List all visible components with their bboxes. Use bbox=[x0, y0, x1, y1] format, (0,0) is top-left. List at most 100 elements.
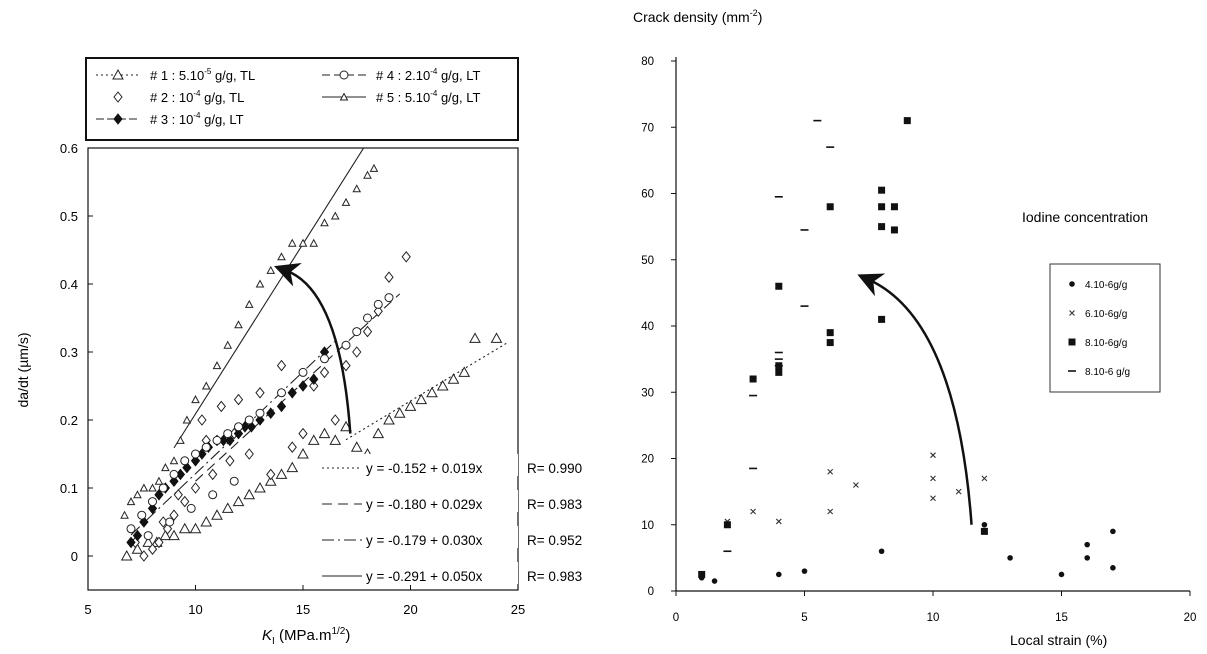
right-annotation: Iodine concentration bbox=[1022, 209, 1148, 225]
left-x-axis-label-symbol: K bbox=[262, 627, 273, 644]
left-series-2-point bbox=[147, 543, 158, 556]
right-curved-arrow bbox=[857, 273, 973, 525]
left-series-4-point bbox=[341, 340, 351, 350]
right-y-tick-label: 30 bbox=[641, 387, 654, 399]
right-y-tick-label: 80 bbox=[641, 56, 654, 68]
left-y-axis-label: da/dt (µm/s) bbox=[15, 333, 31, 408]
fit-legend-bg bbox=[318, 562, 518, 584]
legend-hash: # bbox=[150, 112, 161, 127]
left-y-tick-label: 0.3 bbox=[60, 345, 78, 360]
left-series-4-point bbox=[255, 408, 265, 418]
right-series-3-point bbox=[890, 203, 898, 211]
left-series-1-point bbox=[131, 543, 144, 554]
legend-label: # 5 : 5.10-4 g/g, LT bbox=[376, 89, 481, 105]
left-series-3-point bbox=[169, 475, 179, 488]
legend-label: # 4 : 2.10-4 g/g, LT bbox=[376, 67, 481, 83]
right-x-tick-label: 15 bbox=[1055, 612, 1068, 624]
right-legend-item-3: 8.10-6g/g bbox=[1068, 338, 1127, 349]
fit-line-2 bbox=[195, 293, 401, 482]
left-series-5-point bbox=[148, 483, 157, 492]
right-series-1 bbox=[698, 521, 1116, 584]
left-series-4-point bbox=[169, 469, 179, 479]
left-series-3-point bbox=[298, 380, 308, 392]
left-x-tick-label: 15 bbox=[296, 602, 310, 617]
left-series-1-point bbox=[490, 332, 503, 343]
left-series-1-point bbox=[329, 434, 342, 445]
left-series-1-point bbox=[189, 522, 202, 534]
left-series-1-point bbox=[350, 441, 363, 452]
right-plot-area bbox=[698, 117, 1116, 584]
left-series-3-point bbox=[266, 407, 276, 420]
left-series-4-point bbox=[223, 429, 233, 439]
left-series-4-point bbox=[208, 490, 218, 500]
left-series-1-point bbox=[200, 515, 213, 527]
left-series-2-point bbox=[266, 468, 276, 481]
right-series-3-point bbox=[878, 186, 886, 194]
right-series-2-point bbox=[930, 475, 936, 482]
left-series-1-point bbox=[383, 413, 395, 425]
right-series-2-point bbox=[930, 495, 936, 502]
left-series-3-point bbox=[255, 414, 265, 426]
left-series-1-point bbox=[458, 366, 471, 377]
right-axes: 0 10 20 30 40 50 60 70 80 0 5 10 15 20 bbox=[641, 56, 1196, 624]
fit-r-value: R= 0.983 bbox=[527, 497, 582, 512]
right-y-tick-label: 20 bbox=[641, 454, 654, 466]
right-title-text: Crack density (mm bbox=[633, 9, 750, 25]
fit-equation: y = -0.152 + 0.019x bbox=[366, 461, 483, 476]
left-series-3 bbox=[126, 346, 330, 549]
left-series-5-point bbox=[191, 395, 200, 404]
right-y-tick-label: 60 bbox=[641, 189, 654, 201]
legend-label: # 3 : 10-4 g/g, LT bbox=[150, 111, 244, 127]
fit-legend-bg bbox=[318, 454, 518, 476]
left-series-2-point bbox=[362, 325, 373, 338]
left-series-2-point bbox=[341, 359, 351, 372]
left-series-1 bbox=[120, 332, 503, 561]
left-x-axis-label: KI (MPa.m1/2) bbox=[262, 626, 350, 647]
legend-label: # 1 : 5.10-5 g/g, TL bbox=[150, 67, 255, 83]
left-series-2-point bbox=[298, 427, 308, 440]
left-series-1-point bbox=[426, 386, 438, 398]
left-series-4-point bbox=[201, 442, 211, 452]
legend-tail: g/g, LT bbox=[437, 90, 480, 105]
legend-exponent: -4 bbox=[430, 67, 438, 76]
left-legend: # 1 : 5.10-5 g/g, TL# 2 : 10-4 g/g, TL# … bbox=[85, 57, 519, 141]
legend-marker bbox=[113, 91, 123, 103]
legend-marker bbox=[113, 113, 123, 125]
fit-line-4 bbox=[173, 148, 365, 449]
fit-legend-bg bbox=[318, 526, 518, 548]
left-series-4-point bbox=[180, 456, 190, 466]
right-series-3-point bbox=[775, 282, 783, 290]
fit-legend-item-1: y = -0.152 + 0.019x R= 0.990 bbox=[318, 454, 582, 476]
left-series-3-point bbox=[147, 502, 158, 515]
right-series-3-point bbox=[826, 339, 834, 347]
left-series-1-point bbox=[307, 434, 320, 445]
left-series-5-point bbox=[223, 340, 233, 349]
left-series-2-point bbox=[190, 482, 201, 494]
left-series-1-point bbox=[275, 468, 288, 479]
left-series-2-point bbox=[401, 250, 411, 263]
fit-legend-item-2: y = -0.180 + 0.029x R= 0.983 bbox=[318, 490, 582, 512]
left-series-4-point bbox=[137, 510, 147, 520]
left-series-2-point bbox=[373, 305, 383, 318]
right-legend-item-1: 4.10-6g/g bbox=[1069, 280, 1127, 291]
left-x-axis-label-exponent: 1/2 bbox=[331, 626, 345, 637]
fit-legend: y = -0.152 + 0.019x R= 0.990 y = -0.180 + … bbox=[318, 454, 582, 584]
left-series-1-point bbox=[120, 549, 133, 561]
left-series-5-point bbox=[277, 252, 286, 261]
right-y-tick-label: 10 bbox=[641, 520, 654, 532]
left-series-1-point bbox=[178, 522, 191, 534]
left-series-2-point bbox=[139, 550, 149, 562]
right-series-3-point bbox=[698, 570, 706, 578]
left-series-2 bbox=[130, 250, 411, 562]
right-series-3-point bbox=[723, 521, 731, 529]
left-series-5-point bbox=[234, 320, 243, 329]
right-series-3-point bbox=[903, 117, 911, 125]
left-series-4-point bbox=[384, 293, 394, 303]
right-title-exponent: -2 bbox=[750, 8, 758, 18]
right-series-1-point bbox=[711, 578, 718, 584]
left-y-tick-label: 0.6 bbox=[60, 141, 78, 156]
left-series-1-point bbox=[415, 393, 428, 405]
right-series-1-point bbox=[1084, 555, 1090, 561]
left-series-4-point bbox=[148, 497, 157, 507]
